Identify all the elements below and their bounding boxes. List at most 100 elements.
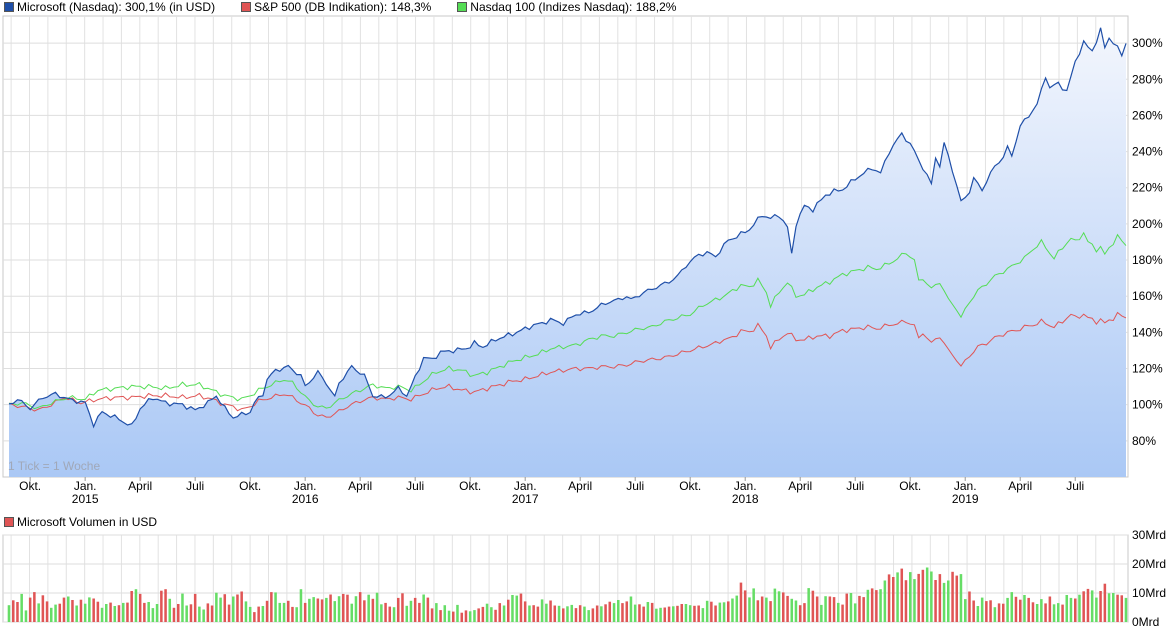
volume-bar [600, 606, 603, 622]
volume-bar [870, 588, 874, 622]
volume-bar [913, 579, 916, 622]
volume-bar [989, 600, 992, 623]
volume-y-tick-label: 20Mrd [1132, 557, 1166, 571]
volume-bar [980, 597, 984, 622]
volume-bar [646, 602, 650, 622]
x-tick-label: Jan. [514, 479, 537, 493]
volume-bar [117, 605, 121, 622]
volume-bar [278, 602, 282, 622]
volume-bar [397, 597, 400, 622]
y-tick-label: 220% [1132, 181, 1163, 195]
volume-bar [862, 597, 865, 622]
volume-y-tick-label: 30Mrd [1132, 528, 1166, 542]
volume-bar [308, 598, 311, 622]
volume-bar [316, 598, 320, 622]
volume-bar [1014, 596, 1018, 622]
volume-bar [790, 598, 794, 622]
volume-bar [367, 594, 370, 622]
volume-bar [494, 609, 497, 622]
legend-item-microsoft[interactable]: Microsoft (Nasdaq): 300,1% (in USD) [4, 0, 215, 14]
volume-bar [240, 591, 243, 622]
volume-bar [33, 592, 36, 622]
legend-item-nasdaq100[interactable]: Nasdaq 100 (Indizes Nasdaq): 188,2% [457, 0, 676, 14]
y-tick-label: 240% [1132, 145, 1163, 159]
x-tick-label: Okt. [239, 479, 261, 493]
volume-bar [143, 602, 146, 622]
volume-bar [413, 597, 417, 622]
volume-bar [705, 600, 709, 622]
volume-bar [828, 596, 832, 622]
volume-bar [938, 574, 942, 622]
volume-bar [528, 605, 531, 622]
volume-bar [807, 588, 810, 622]
volume-bar [968, 591, 971, 622]
volume-legend-label: Microsoft Volumen in USD [17, 515, 158, 529]
volume-bar [638, 604, 641, 622]
volume-bar [549, 600, 552, 622]
volume-bar [858, 595, 861, 622]
volume-bar [1019, 599, 1022, 622]
x-tick-year-label: 2017 [512, 492, 539, 506]
y-tick-label: 260% [1132, 108, 1163, 122]
volume-bar [265, 600, 269, 622]
volume-bar [633, 604, 637, 622]
volume-bar [92, 598, 95, 622]
volume-bar [985, 601, 988, 622]
volume-bar [464, 610, 468, 622]
volume-bar [887, 574, 891, 622]
volume-bar [942, 582, 946, 622]
volume-bar [511, 595, 514, 622]
volume-bar [232, 596, 235, 622]
volume-bar [274, 592, 277, 622]
volume-bar [972, 600, 975, 622]
volume-bar [79, 599, 83, 622]
volume-bar [1099, 591, 1102, 622]
volume-bar [837, 602, 840, 622]
volume-bar [714, 605, 717, 622]
x-tick-label: Juli [406, 479, 424, 493]
volume-bar [845, 593, 849, 622]
volume-bar [760, 596, 764, 622]
volume-bar [295, 607, 298, 622]
volume-bar [608, 601, 612, 622]
volume-bar [507, 599, 510, 622]
volume-bar [109, 602, 112, 622]
x-tick-label: Juli [186, 479, 204, 493]
volume-bar [202, 609, 205, 622]
volume-bar [287, 600, 290, 622]
volume-legend-swatch [4, 517, 14, 527]
volume-bar [282, 602, 286, 622]
volume-bar [181, 593, 184, 622]
x-tick-label: April [1008, 479, 1032, 493]
volume-bar [955, 575, 959, 622]
volume-bar [777, 591, 781, 622]
volume-bar [930, 571, 933, 622]
x-tick-label: April [128, 479, 152, 493]
volume-bar [481, 606, 485, 622]
volume-bar [773, 588, 777, 622]
volume-bar [50, 607, 53, 622]
volume-bar [392, 607, 396, 622]
volume-bar [105, 604, 108, 622]
volume-bar [1061, 604, 1064, 622]
legend-item-sp500[interactable]: S&P 500 (DB Indikation): 148,3% [241, 0, 431, 14]
volume-bar [430, 608, 434, 622]
volume-bar [134, 589, 138, 622]
volume-bar [566, 606, 569, 622]
volume-bar [896, 572, 899, 622]
volume-bar [591, 608, 595, 622]
volume-bar [866, 589, 870, 622]
volume-bar [325, 597, 328, 622]
volume-bar [672, 606, 675, 622]
volume-bar [363, 600, 366, 623]
volume-bar [769, 601, 772, 622]
volume-bar [253, 612, 256, 622]
volume-bar [684, 604, 688, 622]
volume-bar [570, 604, 574, 622]
volume-bar [947, 580, 950, 622]
volume-bar [168, 598, 172, 622]
volume-bar [485, 603, 489, 622]
volume-bar [473, 610, 476, 622]
volume-bar [223, 594, 227, 622]
